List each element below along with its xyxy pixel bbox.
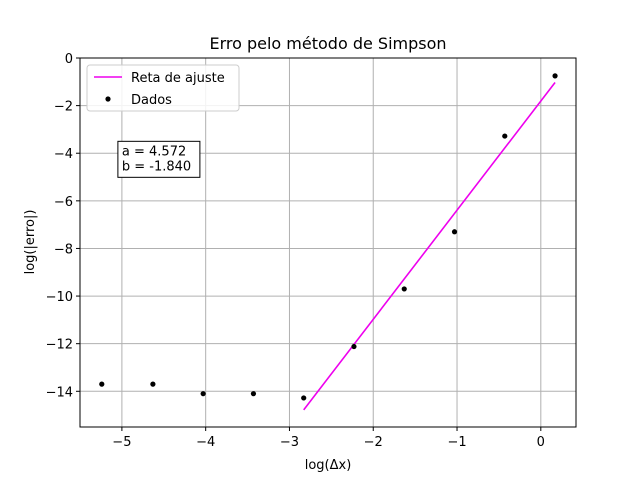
y-axis-label: log(|erro|) <box>23 210 38 275</box>
x-tick-label: −4 <box>196 435 215 450</box>
x-tick-label: −1 <box>447 435 466 450</box>
data-point <box>502 133 508 139</box>
y-tick-label: −4 <box>54 147 73 162</box>
data-point <box>351 343 357 350</box>
plot-frame <box>79 57 577 428</box>
grid <box>80 57 576 427</box>
x-tick-label: −3 <box>280 435 299 450</box>
y-tick-label: −14 <box>46 385 73 400</box>
legend-label: Reta de ajuste <box>131 71 225 86</box>
x-axis: −5 −4 −3 −2 −1 0 <box>112 427 545 450</box>
fit-line <box>303 82 556 411</box>
y-tick-label: 0 <box>65 52 73 67</box>
y-tick-label: −10 <box>46 290 73 305</box>
x-axis-label: log(Δx) <box>305 458 352 473</box>
legend-swatch-point <box>105 96 111 102</box>
y-axis: 0 −2 −4 −6 −8 −10 −12 −14 <box>46 52 80 400</box>
chart-title: Erro pelo método de Simpson <box>209 34 446 53</box>
y-tick-label: −8 <box>54 242 73 257</box>
data-point <box>301 395 307 401</box>
legend-frame <box>86 64 240 112</box>
y-tick-label: −12 <box>46 338 73 353</box>
data-point <box>401 286 407 292</box>
data-point <box>150 381 156 387</box>
x-tick-label: −5 <box>112 435 131 450</box>
annotation-line: b = -1.840 <box>122 159 191 174</box>
x-tick-label: 0 <box>537 435 545 450</box>
y-tick-label: −2 <box>54 100 73 115</box>
data-point <box>552 73 558 79</box>
data-point <box>451 229 458 235</box>
legend: Reta de ajuste Dados <box>86 64 240 112</box>
annotation-frame <box>117 140 201 178</box>
data-point <box>99 381 105 387</box>
data-point <box>200 391 206 397</box>
y-tick-label: −6 <box>54 195 73 210</box>
annotation-line: a = 4.572 <box>122 144 186 159</box>
plot-area <box>99 73 558 411</box>
data-point <box>250 391 257 397</box>
legend-label: Dados <box>131 93 172 108</box>
x-tick-label: −2 <box>364 435 383 450</box>
